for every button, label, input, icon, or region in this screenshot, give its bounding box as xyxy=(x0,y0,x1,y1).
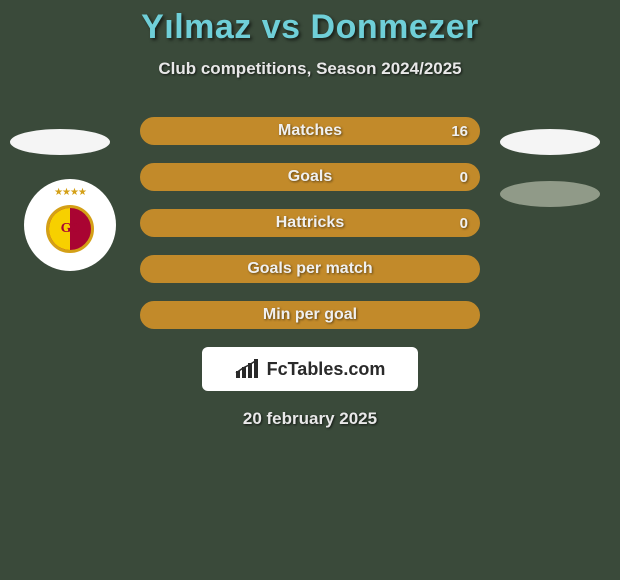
club-crest-icon: GS xyxy=(46,205,94,253)
stat-bar: Goals per match xyxy=(140,255,480,283)
stat-value: 0 xyxy=(460,169,468,186)
stat-label: Goals per match xyxy=(247,260,372,278)
stat-label: Matches xyxy=(278,122,342,140)
fctables-logo[interactable]: FcTables.com xyxy=(202,347,418,391)
page-title: Yılmaz vs Donmezer xyxy=(0,8,620,47)
side-oval xyxy=(500,181,600,207)
stat-value: 0 xyxy=(460,215,468,232)
chart-bars-icon xyxy=(235,359,261,379)
side-oval xyxy=(500,129,600,155)
stat-value: 16 xyxy=(451,123,468,140)
team-badge-left: ★★★★ GS xyxy=(24,179,116,271)
stats-bars: Matches 16 Goals 0 Hattricks 0 Goals per match… xyxy=(140,117,480,329)
stat-label: Min per goal xyxy=(263,306,357,324)
stat-label: Goals xyxy=(288,168,332,186)
content-area: ★★★★ GS Matches 16 Goals 0 Hattricks 0 Goals p… xyxy=(0,117,620,429)
club-initials: GS xyxy=(49,221,91,237)
stat-bar: Goals 0 xyxy=(140,163,480,191)
stat-bar: Matches 16 xyxy=(140,117,480,145)
stat-bar: Hattricks 0 xyxy=(140,209,480,237)
subtitle: Club competitions, Season 2024/2025 xyxy=(0,59,620,79)
side-oval xyxy=(10,129,110,155)
header: Yılmaz vs Donmezer Club competitions, Se… xyxy=(0,0,620,79)
logo-text: FcTables.com xyxy=(267,359,386,380)
stat-bar: Min per goal xyxy=(140,301,480,329)
footer-date: 20 february 2025 xyxy=(0,409,620,429)
stat-label: Hattricks xyxy=(276,214,344,232)
stars-icon: ★★★★ xyxy=(54,187,86,198)
